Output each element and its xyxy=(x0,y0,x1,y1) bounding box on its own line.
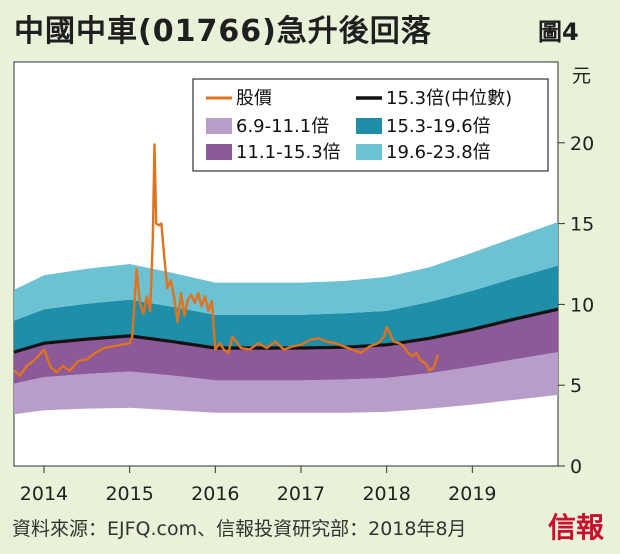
legend-label: 15.3倍(中位數) xyxy=(386,88,512,109)
axes: 2014 2015 2016 2017 2018 2019 0 5 10 15 20 元 xyxy=(20,65,594,505)
legend-label: 6.9-11.1倍 xyxy=(236,116,329,137)
source-footer: 資料來源：EJFQ.com、信報投資研究部：2018年8月 xyxy=(12,518,467,540)
series-lines xyxy=(13,143,559,377)
brand-logo: 信報 xyxy=(548,511,605,544)
price-line xyxy=(13,143,440,377)
legend-label: 11.1-15.3倍 xyxy=(236,142,341,163)
legend: 股價 15.3倍(中位數) 6.9-11.1倍 15.3-19.6倍 11.1-15.3… xyxy=(192,78,549,172)
legend-label: 股價 xyxy=(236,88,272,109)
legend-label: 19.6-23.8倍 xyxy=(386,142,491,163)
y-tick-label: 5 xyxy=(570,375,582,397)
median-line xyxy=(13,307,559,354)
x-tick-label: 2016 xyxy=(191,483,239,505)
x-tick-label: 2019 xyxy=(448,483,496,505)
legend-swatch xyxy=(356,144,382,160)
legend-swatch xyxy=(206,118,232,134)
y-tick-label: 20 xyxy=(570,133,594,155)
band-15-3-to-19-6 xyxy=(14,265,558,353)
x-tick-label: 2015 xyxy=(105,483,153,505)
y-tick-label: 15 xyxy=(570,214,594,236)
band-11-1-to-15-3 xyxy=(14,309,558,384)
band-6-9-to-11-1 xyxy=(14,352,558,415)
legend-label: 15.3-19.6倍 xyxy=(386,116,491,137)
x-tick-label: 2017 xyxy=(277,483,325,505)
legend-swatch xyxy=(206,144,232,160)
y-axis-unit-label: 元 xyxy=(572,65,591,87)
chart-title: 中國中車(01766)急升後回落 xyxy=(14,14,432,49)
legend-swatch xyxy=(356,118,382,134)
y-tick-label: 0 xyxy=(570,456,582,478)
x-tick-label: 2014 xyxy=(20,483,68,505)
x-tick-label: 2018 xyxy=(362,483,410,505)
y-tick-label: 10 xyxy=(570,294,594,316)
figure-label: 圖4 xyxy=(538,18,579,46)
